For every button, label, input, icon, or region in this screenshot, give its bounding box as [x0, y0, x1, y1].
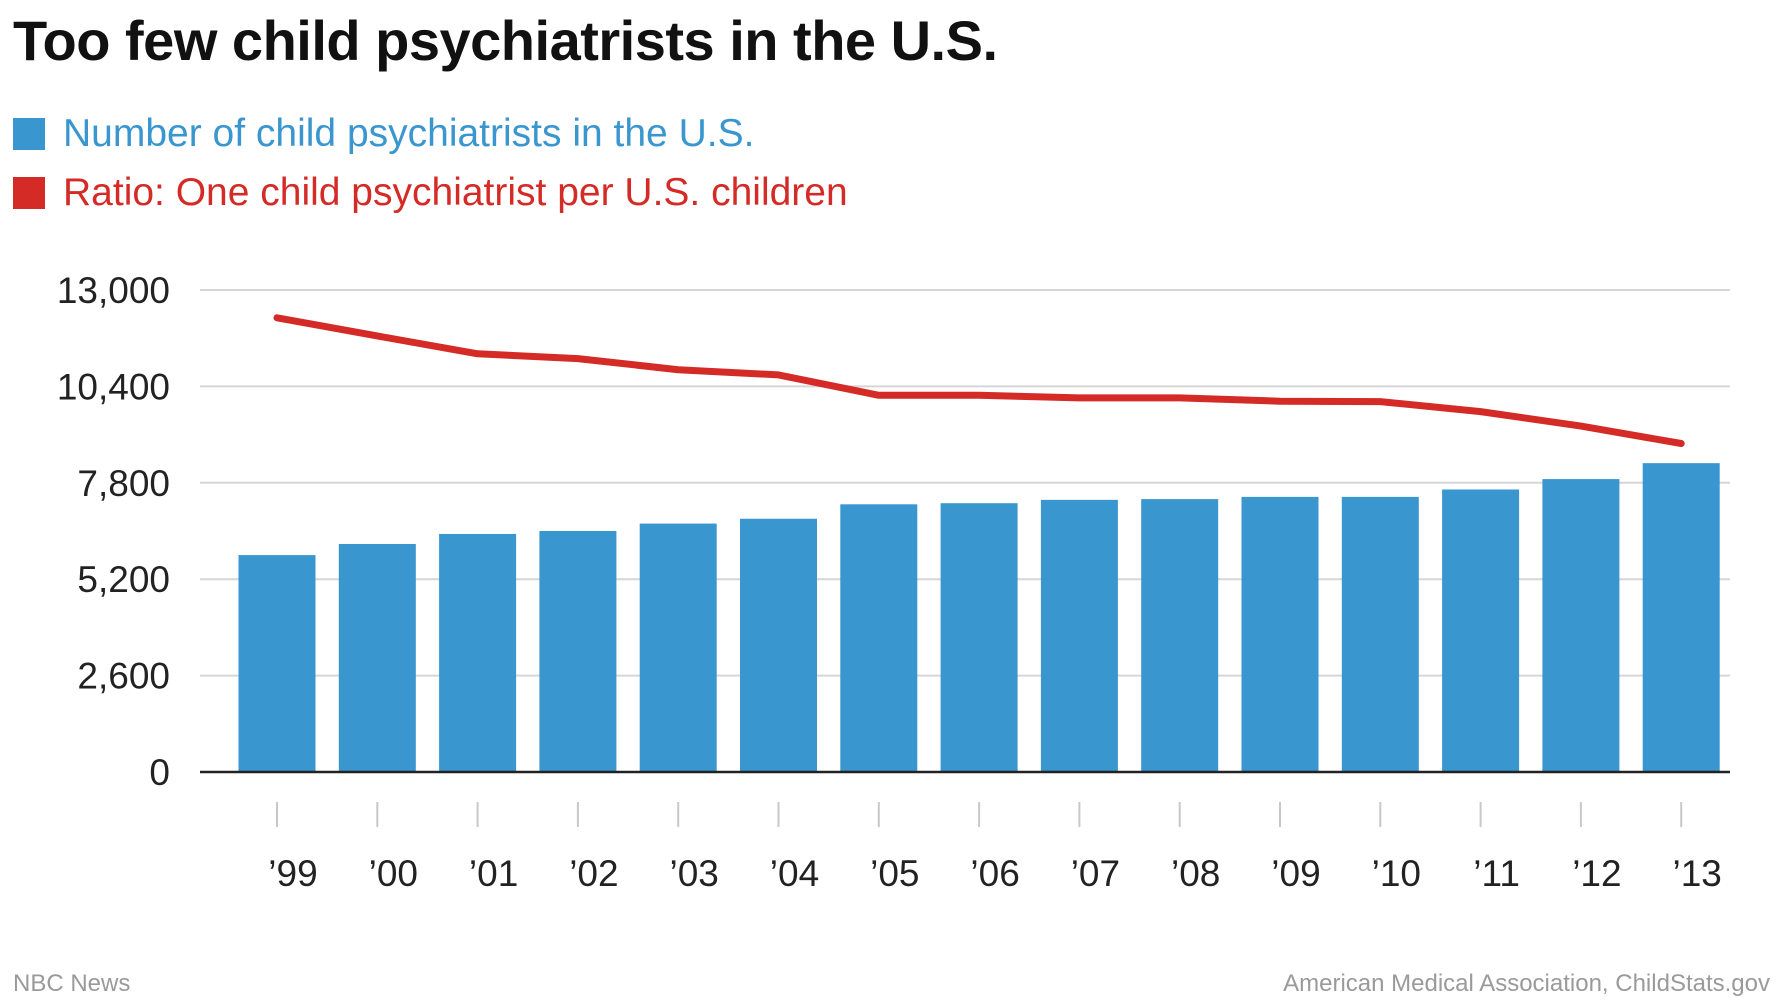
x-tick-label: ’04 — [770, 853, 819, 894]
x-tick-label: ’10 — [1372, 853, 1421, 894]
legend-label-psychiatrists: Number of child psychiatrists in the U.S… — [63, 112, 755, 155]
bar-2 — [439, 533, 517, 772]
bar-4 — [639, 523, 717, 772]
axes — [200, 770, 1730, 827]
y-tick-label: 7,800 — [77, 463, 170, 504]
bars — [238, 463, 1720, 772]
chart-title: Too few child psychiatrists in the U.S. — [13, 9, 998, 72]
x-tick-label: ’11 — [1473, 853, 1520, 894]
bar-13 — [1542, 479, 1620, 772]
ratio-line-group — [273, 314, 1685, 447]
bar-9 — [1141, 499, 1219, 772]
x-tick-label: ’07 — [1071, 853, 1120, 894]
footer-source: American Medical Association, ChildStats… — [1283, 970, 1770, 997]
x-tick-label: ’06 — [970, 853, 1019, 894]
bar-0 — [238, 555, 316, 772]
x-tick-label: ’01 — [469, 853, 518, 894]
y-tick-label: 10,400 — [57, 366, 170, 407]
bar-6 — [840, 504, 918, 772]
x-tick-label: ’13 — [1673, 853, 1722, 894]
legend-item-ratio: Ratio: One child psychiatrist per U.S. c… — [13, 170, 848, 216]
ratio-line — [273, 314, 1685, 447]
y-tick-label: 5,200 — [77, 559, 170, 600]
x-tick-label: ’00 — [369, 853, 418, 894]
bar-7 — [940, 503, 1018, 772]
y-tick-label: 13,000 — [57, 270, 170, 311]
bar-11 — [1341, 496, 1419, 772]
legend-label-ratio: Ratio: One child psychiatrist per U.S. c… — [63, 171, 848, 214]
legend-item-psychiatrists: Number of child psychiatrists in the U.S… — [13, 111, 754, 157]
x-tick-label: ’12 — [1572, 853, 1621, 894]
x-tick-label: ’09 — [1271, 853, 1320, 894]
bar-1 — [338, 543, 416, 772]
footer-credit: NBC News — [13, 970, 131, 997]
bar-14 — [1642, 463, 1720, 772]
legend-swatch-bar — [13, 118, 45, 150]
bar-12 — [1442, 489, 1520, 772]
tick-labels: 0 2,600 5,200 7,800 10,400 13,000 ’99 ’00 ’01 ’02… — [57, 270, 1722, 894]
bar-3 — [539, 531, 617, 772]
x-tick-label: ’02 — [569, 853, 618, 894]
x-tick-label: ’03 — [670, 853, 719, 894]
x-tick-label: ’08 — [1171, 853, 1220, 894]
legend-swatch-line — [13, 177, 45, 209]
bar-5 — [740, 518, 817, 772]
bar-10 — [1241, 496, 1319, 772]
y-tick-label: 0 — [149, 752, 170, 793]
x-tick-label: ’05 — [870, 853, 919, 894]
bar-8 — [1040, 499, 1118, 772]
x-tick-label: ’99 — [268, 853, 317, 894]
y-tick-label: 2,600 — [77, 656, 170, 697]
